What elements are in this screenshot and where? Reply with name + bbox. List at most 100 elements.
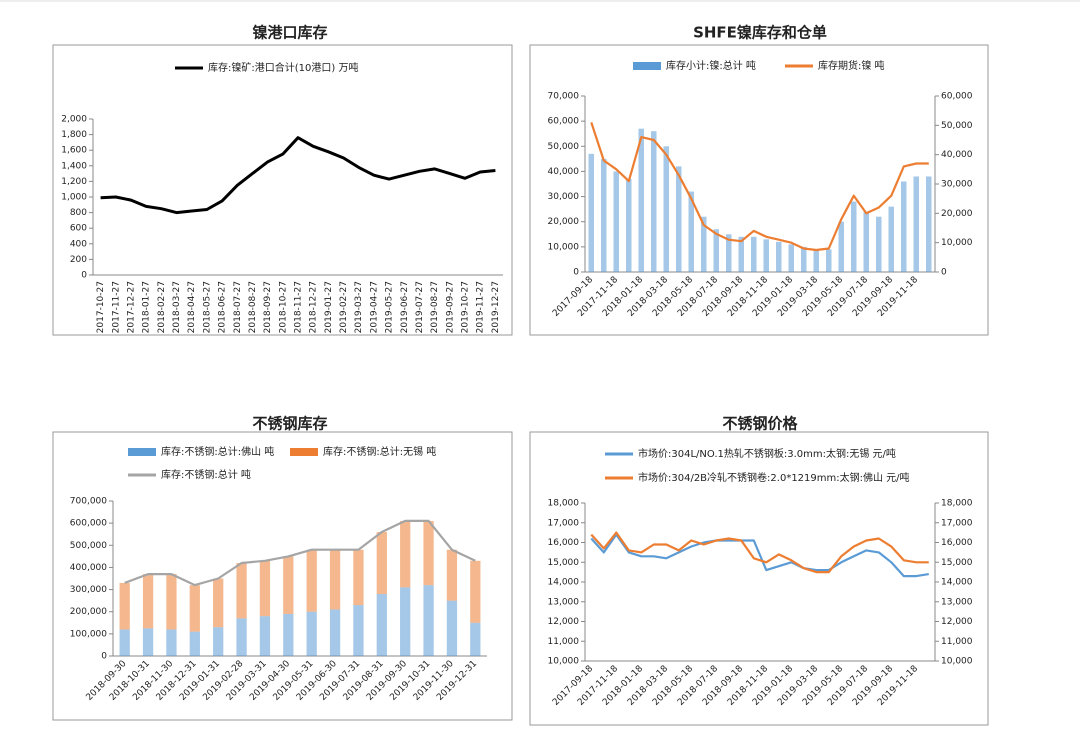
bar [713,229,719,272]
y-tick-label: 0 [81,271,87,281]
line-series [124,519,476,587]
legend-swatch [290,448,318,456]
y-tick-label: 40,000 [548,167,580,177]
y2-tick-label: 18,000 [941,499,973,509]
bar [676,166,682,272]
y-tick-label: 10,000 [548,242,580,252]
bar [353,605,364,656]
legend-swatch [128,448,156,456]
bar [166,629,177,656]
bar [446,549,458,601]
bar [423,520,434,586]
x-tick-label: 2019-12-27 [491,281,501,333]
bar [626,178,632,272]
bar [801,246,807,272]
x-tick-label: 2018-06-27 [218,281,228,333]
bar [613,171,619,272]
x-tick-label: 2019-07-27 [415,281,425,333]
x-tick-label: 2018-01-27 [142,281,152,333]
bar [638,128,644,272]
y2-tick-label: 12,000 [941,617,973,627]
bar [213,578,224,628]
x-tick-label: 2018-04-27 [187,281,197,333]
y-tick-label: 16,000 [548,538,580,548]
bar [376,594,387,656]
x-tick-label: 2018-07-27 [233,281,243,333]
y-tick-label: 1,200 [61,177,87,187]
x-tick-label: 2019-04-27 [369,281,379,333]
bar [400,587,411,656]
y-tick-label: 200 [70,255,87,265]
line-series [590,122,929,252]
chart-frame [529,431,989,726]
bar [470,622,481,656]
line-series [590,531,929,574]
x-tick-label: 2018-11-27 [294,281,304,333]
bar [189,631,200,656]
y2-tick-label: 60,000 [941,92,973,102]
legend-label: 库存:镍矿:港口合计(10港口) 万吨 [208,61,358,74]
x-tick-label: 2018-03-27 [172,281,182,333]
y-tick-label: 50,000 [548,142,580,152]
bar [400,520,411,588]
bar [213,627,224,656]
x-tick-label: 2019-03-27 [354,281,364,333]
bar [376,532,387,594]
y2-tick-label: 13,000 [941,597,973,607]
legend-label: 市场价:304L/NO.1热轧不锈钢板:3.0mm:太钢:无锡 元/吨 [638,447,896,460]
chart-title: 不锈钢库存 [252,415,327,433]
bar [601,158,607,272]
y-tick-label: 2,000 [61,115,87,125]
y-tick-label: 1,400 [61,161,87,171]
y-tick-label: 12,000 [548,617,580,627]
y-tick-label: 600 [70,224,87,234]
bar [776,241,782,272]
y2-tick-label: 0 [941,268,947,278]
y-tick-label: 1,600 [61,146,87,156]
bar [888,206,894,272]
x-tick-label: 2019-02-27 [339,281,349,333]
line-series [100,136,496,215]
y2-tick-label: 50,000 [941,121,973,131]
x-tick-label: 2017-11-27 [111,281,121,333]
y-tick-label: 11,000 [548,637,580,647]
y2-tick-label: 17,000 [941,518,973,528]
y-tick-label: 200,000 [70,607,107,617]
x-tick-label: 2019-11-27 [476,281,486,333]
y2-tick-label: 15,000 [941,558,973,568]
y2-tick-label: 11,000 [941,637,973,647]
bar [306,549,317,612]
y-tick-label: 14,000 [548,578,580,588]
legend-swatch [633,62,661,70]
bar [651,131,657,272]
y2-tick-label: 40,000 [941,150,973,160]
y2-tick-label: 10,000 [941,238,973,248]
line-series [590,533,929,578]
bar [470,560,481,623]
bar [726,234,732,272]
bar [329,609,341,656]
bar [283,556,294,614]
y-tick-label: 700,000 [70,497,107,507]
y-tick-label: 400,000 [70,563,107,573]
y-tick-label: 800 [70,208,87,218]
y2-tick-label: 30,000 [941,180,973,190]
bar [142,574,154,629]
bar [913,176,919,272]
y2-tick-label: 10,000 [941,657,973,667]
x-tick-label: 2018-02-27 [157,281,167,333]
chart-frame [529,44,989,336]
y-tick-label: 600,000 [70,519,107,529]
y2-tick-label: 14,000 [941,578,973,588]
y2-tick-label: 20,000 [941,209,973,219]
x-tick-label: 2019-05-27 [385,281,395,333]
bar [688,191,694,272]
bar [876,216,882,272]
x-tick-label: 2018-10-27 [278,281,288,333]
bar [259,616,271,656]
legend-label: 库存:不锈钢:总计 吨 [161,468,251,481]
bar [119,582,130,630]
legend-label: 库存小计:镍:总计 吨 [666,59,756,72]
bar [283,613,294,656]
bar [142,628,154,656]
